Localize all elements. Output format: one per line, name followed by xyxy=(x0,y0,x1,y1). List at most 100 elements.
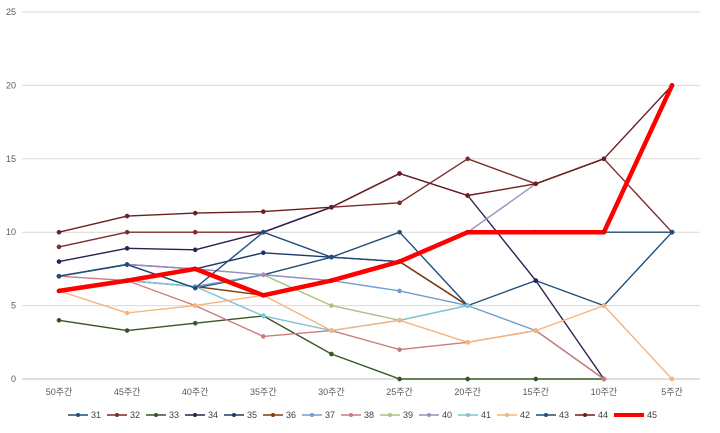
legend-marker-32 xyxy=(115,413,119,417)
data-point-43 xyxy=(260,229,266,235)
legend-item-45: 45 xyxy=(614,410,657,420)
x-tick-label: 50주간 xyxy=(46,387,73,397)
data-point-45 xyxy=(192,266,198,272)
series-line-38 xyxy=(58,275,605,380)
data-point-42 xyxy=(601,303,607,308)
legend-label: 37 xyxy=(325,410,335,420)
data-point-45 xyxy=(533,229,539,235)
series-line-44 xyxy=(58,84,673,233)
x-tick-label: 45주간 xyxy=(114,387,141,397)
x-tick-label: 20주간 xyxy=(454,387,481,397)
legend: 31 32 33 34 35 36 37 38 39 40 41 42 43 44 45 xyxy=(68,410,657,420)
data-point-32 xyxy=(397,200,402,206)
legend-item-44: 44 xyxy=(575,410,608,420)
legend-marker-43 xyxy=(544,413,548,417)
data-point-42 xyxy=(124,310,130,316)
y-tick-label: 15 xyxy=(6,154,16,164)
data-point-38 xyxy=(260,334,266,339)
y-tick-label: 10 xyxy=(6,227,16,237)
data-point-45 xyxy=(601,229,607,235)
data-point-44 xyxy=(260,209,266,214)
legend-label: 36 xyxy=(286,410,296,420)
legend-label: 45 xyxy=(647,410,657,420)
legend-item-41: 41 xyxy=(458,410,491,420)
data-point-43 xyxy=(56,273,62,279)
legend-label: 43 xyxy=(559,410,569,420)
data-point-43 xyxy=(669,229,675,235)
data-point-44 xyxy=(192,210,198,216)
x-tick-label: 15주간 xyxy=(522,387,549,397)
legend-marker-38 xyxy=(349,413,353,417)
legend-item-32: 32 xyxy=(107,410,140,420)
legend-marker-40 xyxy=(427,413,431,417)
data-point-32 xyxy=(56,244,62,250)
legend-label: 31 xyxy=(91,410,101,420)
data-point-38 xyxy=(601,376,607,382)
data-point-34 xyxy=(56,259,62,264)
data-point-42 xyxy=(329,328,334,333)
legend-marker-35 xyxy=(232,413,236,417)
legend-marker-34 xyxy=(193,413,197,417)
series-42 xyxy=(56,288,675,382)
data-point-43 xyxy=(124,262,130,267)
legend-marker-37 xyxy=(310,413,314,417)
series-43 xyxy=(56,229,675,291)
data-point-34 xyxy=(124,245,130,251)
data-point-42 xyxy=(397,317,402,323)
x-tick-label: 30주간 xyxy=(318,387,345,397)
legend-item-31: 31 xyxy=(68,410,101,420)
data-point-41 xyxy=(260,313,266,319)
data-point-45 xyxy=(397,259,402,264)
series-32 xyxy=(56,156,675,250)
legend-marker-42 xyxy=(505,413,509,417)
x-tick-label: 40주간 xyxy=(182,387,209,397)
data-point-32 xyxy=(124,229,130,235)
data-point-39 xyxy=(329,303,334,308)
data-point-45 xyxy=(56,288,62,294)
data-point-44 xyxy=(465,193,471,198)
series-line-40 xyxy=(58,158,605,282)
x-tick-label: 5주간 xyxy=(661,387,683,397)
data-point-37 xyxy=(397,288,402,294)
legend-marker-33 xyxy=(154,413,158,417)
data-point-45 xyxy=(465,229,470,235)
data-point-44 xyxy=(533,181,539,187)
legend-marker-39 xyxy=(388,413,392,417)
legend-marker-36 xyxy=(271,413,275,417)
y-tick-label: 20 xyxy=(6,80,16,90)
y-tick-label: 25 xyxy=(6,7,16,17)
legend-label: 32 xyxy=(130,410,140,420)
legend-item-38: 38 xyxy=(341,410,374,420)
legend-item-33: 33 xyxy=(146,410,179,420)
legend-item-43: 43 xyxy=(536,410,569,420)
data-point-38 xyxy=(397,347,402,352)
data-point-34 xyxy=(533,278,539,283)
data-point-45 xyxy=(669,83,675,88)
x-tick-label: 35주간 xyxy=(250,387,277,397)
data-point-42 xyxy=(192,303,198,308)
legend-marker-41 xyxy=(466,413,470,417)
legend-marker-45 xyxy=(627,413,631,417)
y-tick-label: 0 xyxy=(11,374,16,384)
data-point-44 xyxy=(397,171,402,176)
grid xyxy=(22,11,700,380)
data-point-45 xyxy=(329,278,334,283)
series-lines xyxy=(56,83,675,382)
x-tick-label: 10주간 xyxy=(591,387,618,397)
legend-marker-44 xyxy=(583,413,587,417)
legend-label: 44 xyxy=(598,410,608,420)
data-point-41 xyxy=(465,303,471,308)
series-line-45 xyxy=(56,83,675,298)
legend-label: 35 xyxy=(247,410,257,420)
legend-item-35: 35 xyxy=(224,410,257,420)
legend-label: 33 xyxy=(169,410,179,420)
data-point-43 xyxy=(192,285,198,291)
data-point-42 xyxy=(533,328,539,333)
data-point-43 xyxy=(329,254,334,260)
series-line-42 xyxy=(58,290,673,380)
data-point-33 xyxy=(329,351,334,357)
legend-item-37: 37 xyxy=(302,410,335,420)
legend-label: 42 xyxy=(520,410,530,420)
